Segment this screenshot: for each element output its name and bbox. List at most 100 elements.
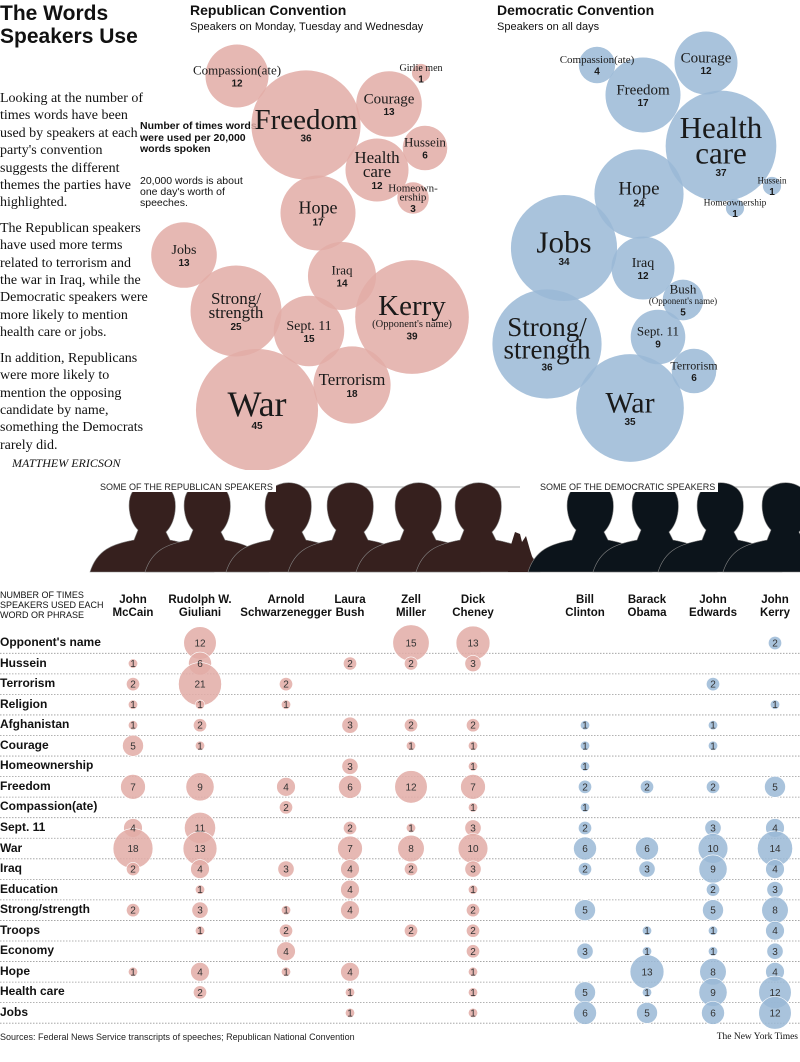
intro-paragraph: Looking at the number of times words hav… — [0, 91, 144, 211]
usage-bubble — [128, 699, 139, 710]
usage-value: 13 — [194, 844, 206, 855]
usage-value: 3 — [470, 865, 476, 876]
usage-value: 1 — [197, 700, 203, 711]
usage-value: 1 — [470, 988, 476, 999]
usage-bubble — [467, 1007, 478, 1018]
usage-bubble — [343, 656, 357, 671]
usage-value: 1 — [710, 926, 716, 937]
usage-value: 1 — [470, 803, 476, 814]
usage-value: 1 — [582, 721, 588, 732]
raised-hand — [508, 532, 537, 572]
bubble-label: Homeown- — [388, 183, 438, 195]
speaker-last-name: Kerry — [759, 607, 791, 619]
usage-value: 1 — [347, 1008, 353, 1019]
bubble-label: Bush — [670, 282, 697, 297]
usage-bubble — [573, 836, 597, 861]
row-label: Afghanistan — [0, 717, 70, 732]
usage-value: 3 — [470, 823, 476, 834]
bubble — [356, 71, 422, 137]
usage-value: 5 — [710, 906, 716, 917]
speaker-first-name: John — [119, 594, 147, 606]
usage-value: 15 — [405, 639, 417, 650]
usage-bubble — [195, 884, 206, 895]
usage-bubble — [185, 772, 215, 802]
bubble-label: Terrorism — [319, 370, 386, 389]
bubble-label: War — [605, 386, 654, 419]
usage-bubble — [768, 636, 782, 650]
bubble-label: Hope — [618, 179, 659, 200]
bubble — [402, 125, 448, 171]
speaker-last-name: Clinton — [565, 607, 605, 619]
bubble-value: 13 — [178, 258, 190, 269]
usage-value: 1 — [283, 906, 289, 917]
usage-value: 1 — [408, 823, 414, 834]
speaker-last-name: Edwards — [689, 607, 737, 619]
bubble-label: care — [695, 135, 747, 170]
usage-value: 4 — [197, 865, 203, 876]
usage-bubble — [576, 942, 594, 960]
usage-value: 1 — [582, 741, 588, 752]
row-label: Health care — [0, 984, 65, 999]
bubble-value: 4 — [594, 67, 600, 78]
intro-paragraph: The Republican speakers have used more t… — [0, 220, 148, 341]
row-label: Religion — [0, 696, 48, 711]
usage-value: 1 — [130, 700, 136, 711]
usage-value: 4 — [772, 865, 778, 876]
usage-value: 8 — [710, 967, 716, 978]
bubble — [345, 138, 409, 202]
usage-value: 2 — [408, 659, 414, 670]
usage-value: 3 — [772, 947, 778, 958]
speaker-last-name: Bush — [335, 607, 365, 619]
bubble-label: Homeownership — [704, 199, 767, 209]
speaker-silhouette — [415, 482, 541, 573]
usage-value: 2 — [470, 906, 476, 917]
democratic-speakers-label: SOME OF THE DEMOCRATIC SPEAKERS — [540, 482, 719, 492]
usage-value: 1 — [470, 885, 476, 896]
bubble-label: Compassion(ate) — [560, 54, 635, 66]
usage-value: 5 — [644, 1008, 650, 1019]
bubble — [313, 346, 391, 424]
usage-bubble — [579, 802, 590, 813]
row-label: Opponent's name — [0, 635, 101, 649]
usage-value: 5 — [772, 782, 778, 793]
usage-value: 1 — [470, 967, 476, 978]
usage-value: 1 — [197, 741, 203, 752]
usage-bubble — [706, 677, 720, 692]
bubble — [251, 70, 361, 180]
usage-bubble — [769, 699, 780, 710]
usage-value: 11 — [195, 823, 206, 834]
usage-value: 3 — [470, 659, 476, 670]
speaker-first-name: John — [699, 594, 727, 606]
usage-value: 1 — [644, 988, 650, 999]
usage-value: 7 — [130, 782, 136, 793]
usage-value: 1 — [470, 1008, 476, 1019]
usage-bubble — [467, 966, 478, 977]
usage-value: 1 — [772, 700, 778, 711]
bubble-value: 6 — [422, 150, 428, 161]
usage-bubble — [404, 923, 418, 938]
usage-bubble — [706, 882, 720, 897]
bubble — [594, 149, 684, 239]
usage-value: 2 — [197, 721, 203, 732]
democratic-silhouettes — [527, 482, 800, 573]
republican-chart-subtitle: Speakers on Monday, Tuesday and Wednesda… — [190, 21, 424, 33]
usage-value: 1 — [197, 926, 203, 937]
usage-bubble — [343, 821, 357, 835]
usage-bubble — [277, 860, 295, 878]
bubble-value: 18 — [346, 389, 358, 400]
usage-value: 1 — [130, 967, 136, 978]
bubble-label: care — [363, 162, 391, 181]
usage-bubble — [341, 757, 359, 775]
usage-value: 1 — [582, 762, 588, 773]
usage-bubble — [340, 859, 360, 879]
usage-value: 9 — [197, 782, 203, 793]
usage-bubble — [404, 862, 418, 876]
usage-bubble — [280, 905, 291, 916]
speaker-last-name: Cheney — [452, 607, 494, 619]
row-label: Education — [0, 881, 59, 896]
usage-value: 4 — [772, 823, 778, 834]
bubble-label: Jobs — [536, 225, 591, 260]
bubble-value: 15 — [303, 334, 315, 345]
usage-bubble — [340, 900, 360, 920]
bubble — [397, 182, 429, 214]
